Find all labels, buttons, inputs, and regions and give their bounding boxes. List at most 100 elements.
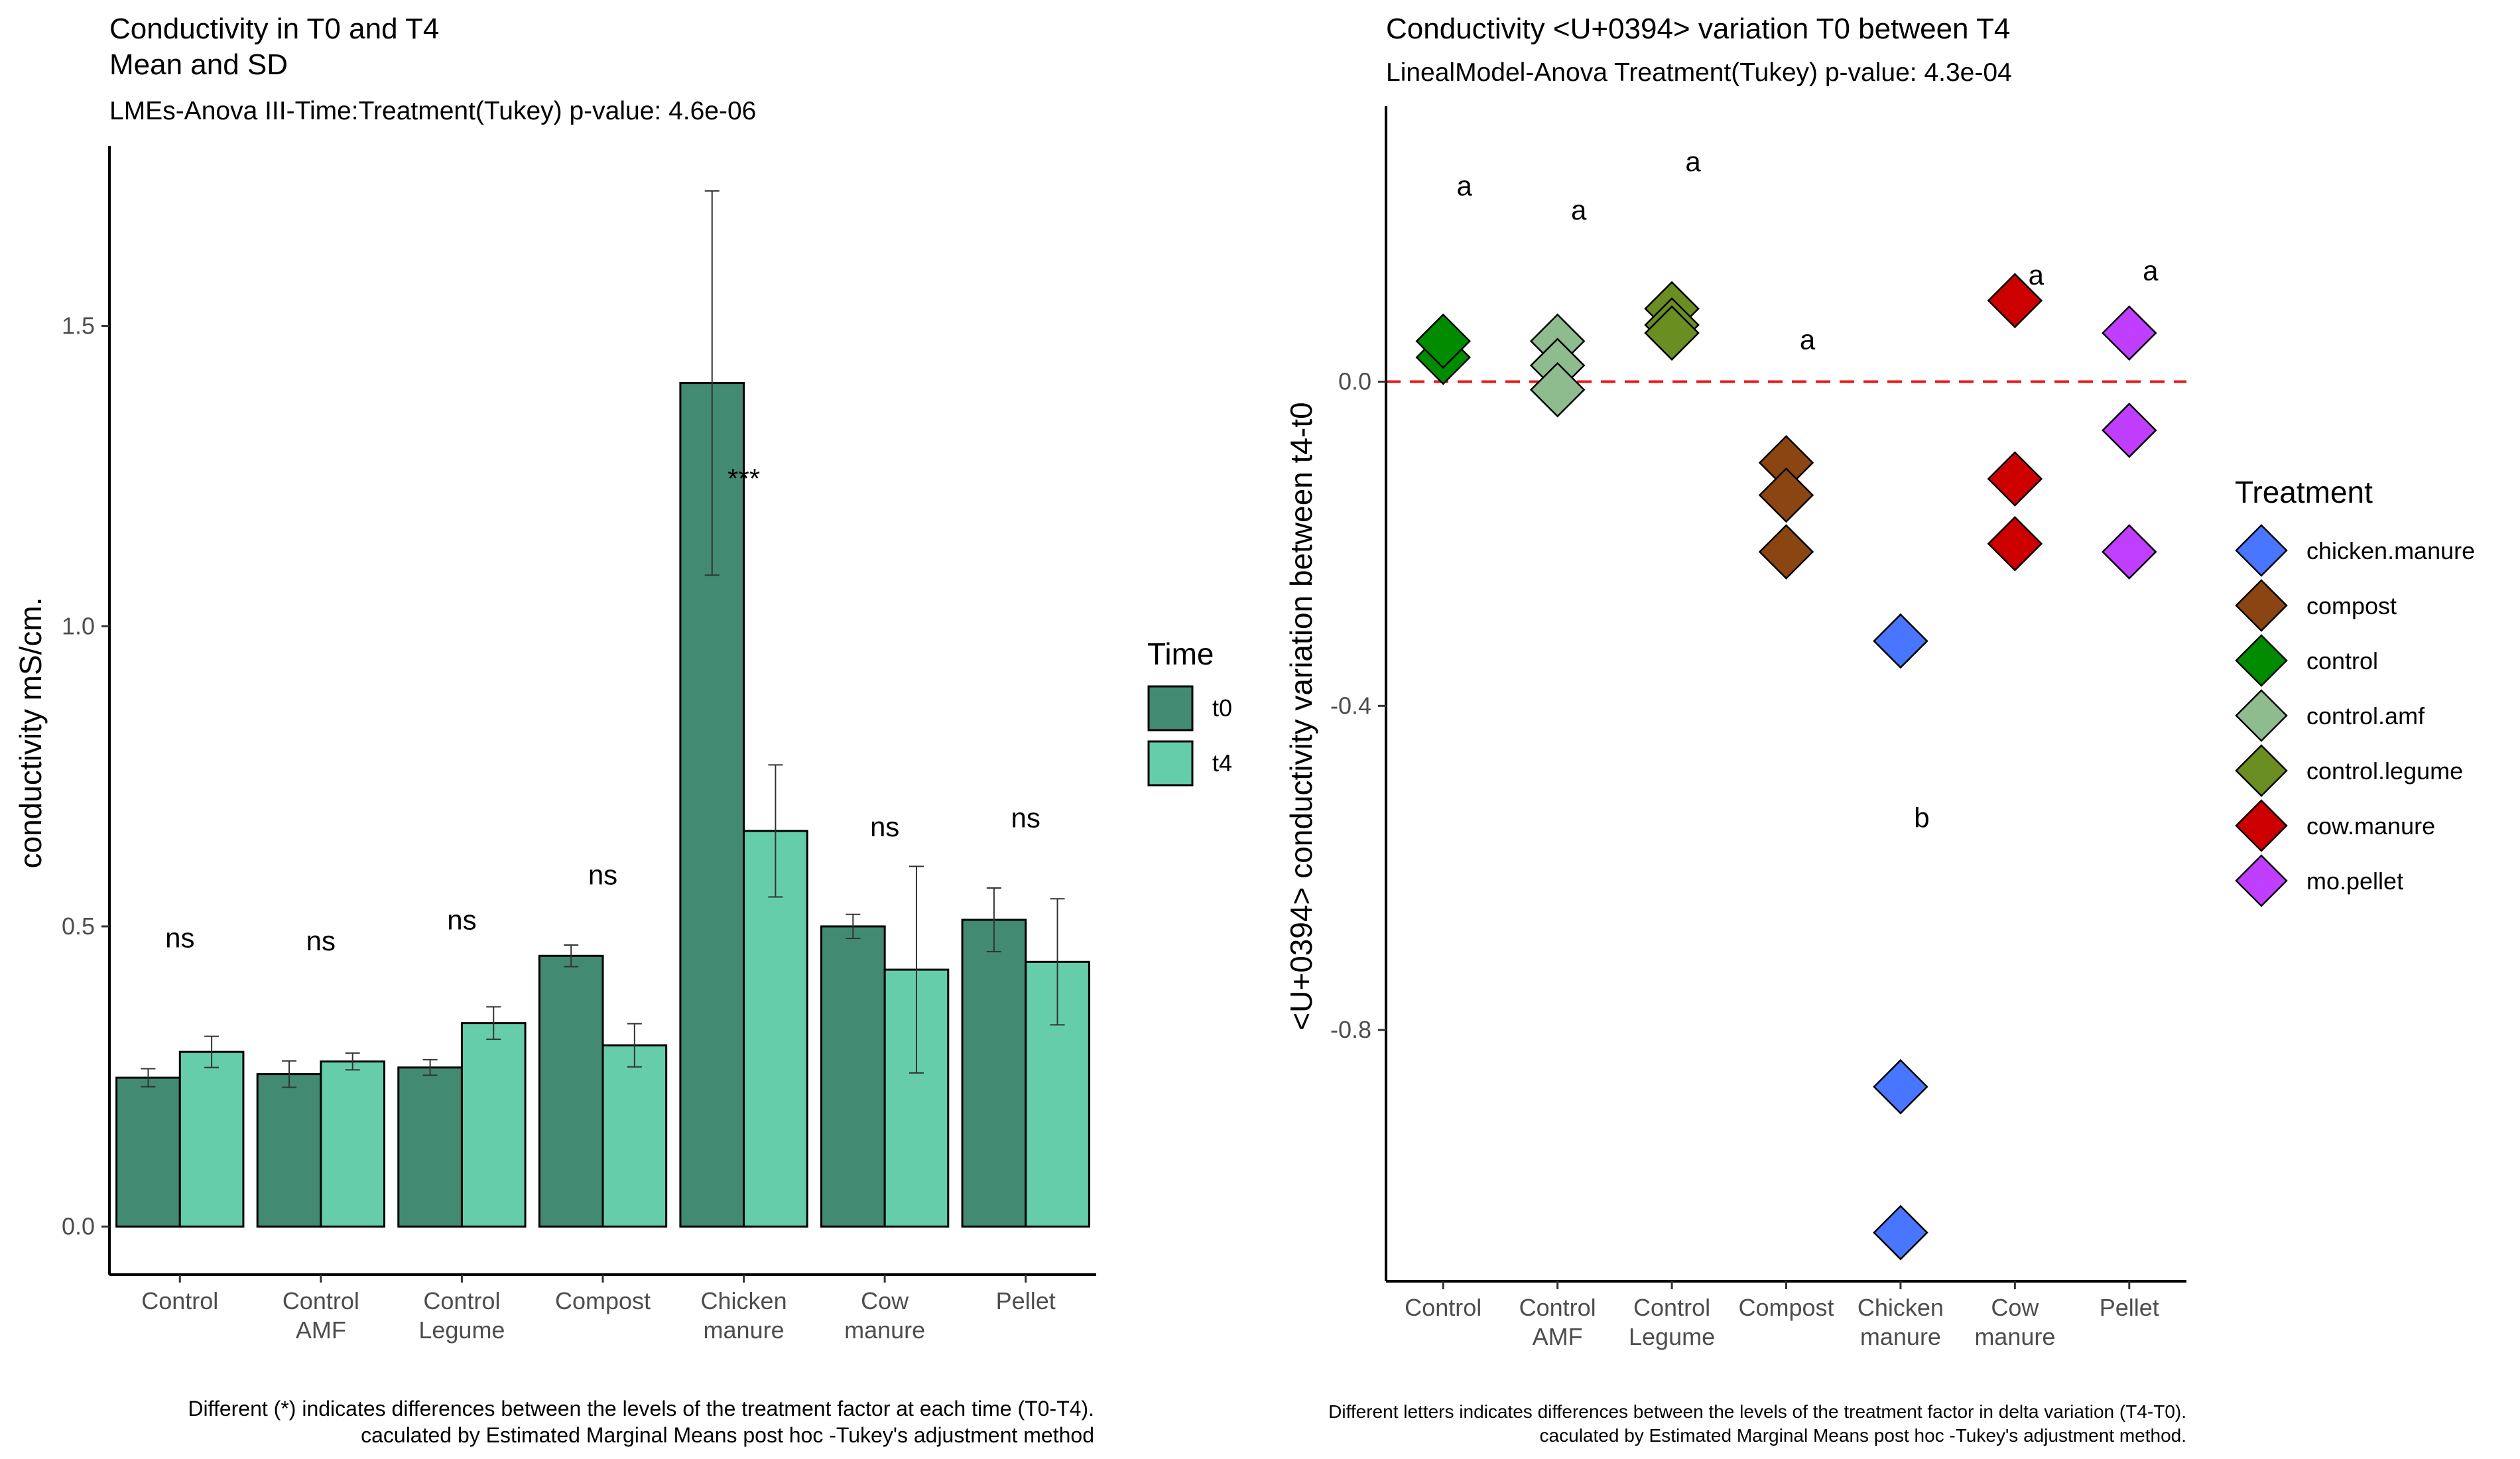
significance-label-4: *** [727, 463, 760, 494]
bar-t0-cow-manure [820, 925, 886, 1228]
bar-t4-control-legume [460, 1022, 527, 1228]
bar-x-tick-label-5-1: manure [844, 1316, 925, 1344]
bar-chart-annotations: ns ns ns ns *** ns ns [165, 463, 1040, 956]
group-letter-0: a [1457, 170, 1473, 201]
scatter-chart-y-axis-title: <U+0394> conductivity variation between … [1284, 402, 1318, 1030]
bar-x-tick-label-3-0: Compost [555, 1287, 651, 1314]
bar-t4-control [178, 1050, 245, 1228]
group-letter-6: a [2143, 255, 2159, 286]
group-letter-5: a [2029, 259, 2045, 290]
significance-label-6: ns [1011, 802, 1040, 834]
bar-x-tick-label-4-0: Chicken [701, 1287, 787, 1314]
bar-chart-subtitle: LMEs-Anova III-Time:Treatment(Tukey) p-v… [109, 97, 756, 125]
bar-t4-compost [601, 1044, 668, 1228]
bar-chart-title-line2: Mean and SD [109, 48, 288, 81]
scatter-legend-key-control-amf [2235, 689, 2288, 742]
bar-chart-legend: Time t0 t4 [1147, 637, 1232, 787]
scatter-x-tick-label-1-1: AMF [1533, 1323, 1583, 1350]
scatter-x-tick-label-5-0: Cow [1991, 1294, 2039, 1321]
bar-t0-control [115, 1076, 181, 1228]
point-compost-2 [1758, 524, 1814, 580]
bar-t4-cow-manure [883, 968, 950, 1228]
scatter-x-tick-label-1-0: Control [1519, 1294, 1596, 1321]
point-mo-pellet-2 [2102, 524, 2157, 580]
scatter-chart-caption-line1: Different letters indicates differences … [1328, 1401, 2186, 1422]
scatter-x-tick-label-4-1: manure [1860, 1323, 1941, 1350]
scatter-legend-label-control: control [2306, 647, 2378, 674]
bar-x-tick-label-6-0: Pellet [996, 1287, 1056, 1314]
scatter-x-tick-label-4-0: Chicken [1858, 1294, 1944, 1321]
point-cow-manure-0 [1987, 273, 2043, 329]
group-letter-3: a [1800, 324, 1816, 355]
scatter-legend-key-cow-manure [2235, 799, 2288, 852]
scatter-x-tick-label-0-0: Control [1405, 1294, 1481, 1321]
point-cow-manure-1 [1987, 451, 2043, 507]
scatter-chart-subtitle: LinealModel-Anova Treatment(Tukey) p-val… [1386, 58, 2012, 87]
bar-chart-y-axis-title: conductivity mS/cm. [13, 598, 48, 869]
bar-legend-title: Time [1147, 637, 1214, 671]
scatter-chart-caption-line2: caculated by Estimated Marginal Means po… [1540, 1425, 2186, 1446]
significance-label-1: ns [306, 925, 336, 956]
point-chicken-manure-1 [1873, 1058, 1928, 1115]
bar-y-tick-label-0: 0.0 [62, 1213, 95, 1240]
scatter-legend-title: Treatment [2235, 475, 2373, 509]
scatter-x-tick-label-5-1: manure [1974, 1323, 2055, 1350]
scatter-legend-key-chicken-manure [2235, 524, 2288, 577]
scatter-x-tick-label-2-1: Legume [1629, 1323, 1715, 1350]
bar-legend-label-t4: t4 [1212, 749, 1232, 777]
significance-label-2: ns [447, 904, 476, 935]
scatter-chart-annotations: a a a a b a a [1457, 146, 2159, 834]
bar-chart-bars [115, 382, 1090, 1228]
bar-chart-caption-line2: caculated by Estimated Marginal Means po… [361, 1423, 1094, 1447]
scatter-legend-key-control-legume [2235, 744, 2288, 797]
group-letter-4: b [1914, 802, 1929, 834]
bar-t0-compost [538, 954, 604, 1228]
bar-x-tick-label-0-0: Control [141, 1287, 218, 1314]
bar-t0-control-legume [397, 1066, 463, 1228]
bar-x-tick-label-2-1: Legume [418, 1316, 505, 1344]
scatter-x-tick-label-3-0: Compost [1738, 1294, 1834, 1321]
scatter-legend-label-control-legume: control.legume [2306, 757, 2463, 785]
bar-legend-label-t0: t0 [1212, 694, 1232, 722]
bar-t0-chicken-manure [679, 382, 745, 1228]
bar-chart-error-bars [141, 190, 1065, 1088]
scatter-legend-label-chicken-manure: chicken.manure [2306, 537, 2475, 564]
bar-chart-title: Conductivity in T0 and T4 [109, 13, 439, 45]
bar-t4-control-amf [320, 1060, 386, 1228]
bar-y-tick-label-1: 0.5 [62, 913, 95, 940]
scatter-legend-key-mo-pellet [2235, 854, 2288, 907]
point-chicken-manure-0 [1873, 613, 1928, 669]
scatter-legend-label-control-amf: control.amf [2306, 702, 2425, 730]
bar-x-tick-label-5-0: Cow [861, 1287, 909, 1314]
scatter-legend-label-mo-pellet: mo.pellet [2306, 867, 2403, 895]
bar-legend-key-t0 [1147, 685, 1194, 731]
bar-t0-control-amf [256, 1073, 322, 1228]
bar-x-tick-label-4-1: manure [704, 1316, 785, 1344]
group-letter-2: a [1685, 146, 1701, 177]
point-mo-pellet-0 [2102, 305, 2157, 361]
scatter-chart-points [1415, 273, 2157, 1261]
bar-x-tick-label-1-1: AMF [296, 1316, 346, 1344]
significance-label-0: ns [165, 922, 194, 954]
point-control-amf-2 [1529, 361, 1586, 418]
point-chicken-manure-2 [1873, 1204, 1928, 1261]
scatter-y-tick-label-0: 0.0 [1338, 368, 1371, 395]
point-control-1 [1415, 313, 1471, 369]
scatter-x-tick-label-2-0: Control [1633, 1294, 1710, 1321]
point-compost-1 [1758, 467, 1814, 523]
bar-legend-key-t4 [1147, 740, 1194, 787]
significance-label-5: ns [870, 811, 899, 842]
scatter-chart-legend: Treatment chicken.manure compost control con… [2235, 475, 2475, 907]
scatter-legend-key-control [2235, 634, 2288, 687]
scatter-legend-key-compost [2235, 579, 2288, 632]
point-mo-pellet-1 [2102, 403, 2157, 458]
bar-chart-caption-line1: Different (*) indicates differences betw… [188, 1397, 1094, 1421]
scatter-legend-label-compost: compost [2306, 592, 2397, 619]
significance-label-3: ns [588, 859, 617, 891]
bar-y-tick-label-3: 1.5 [62, 312, 95, 340]
bar-y-tick-label-2: 1.0 [62, 612, 95, 639]
